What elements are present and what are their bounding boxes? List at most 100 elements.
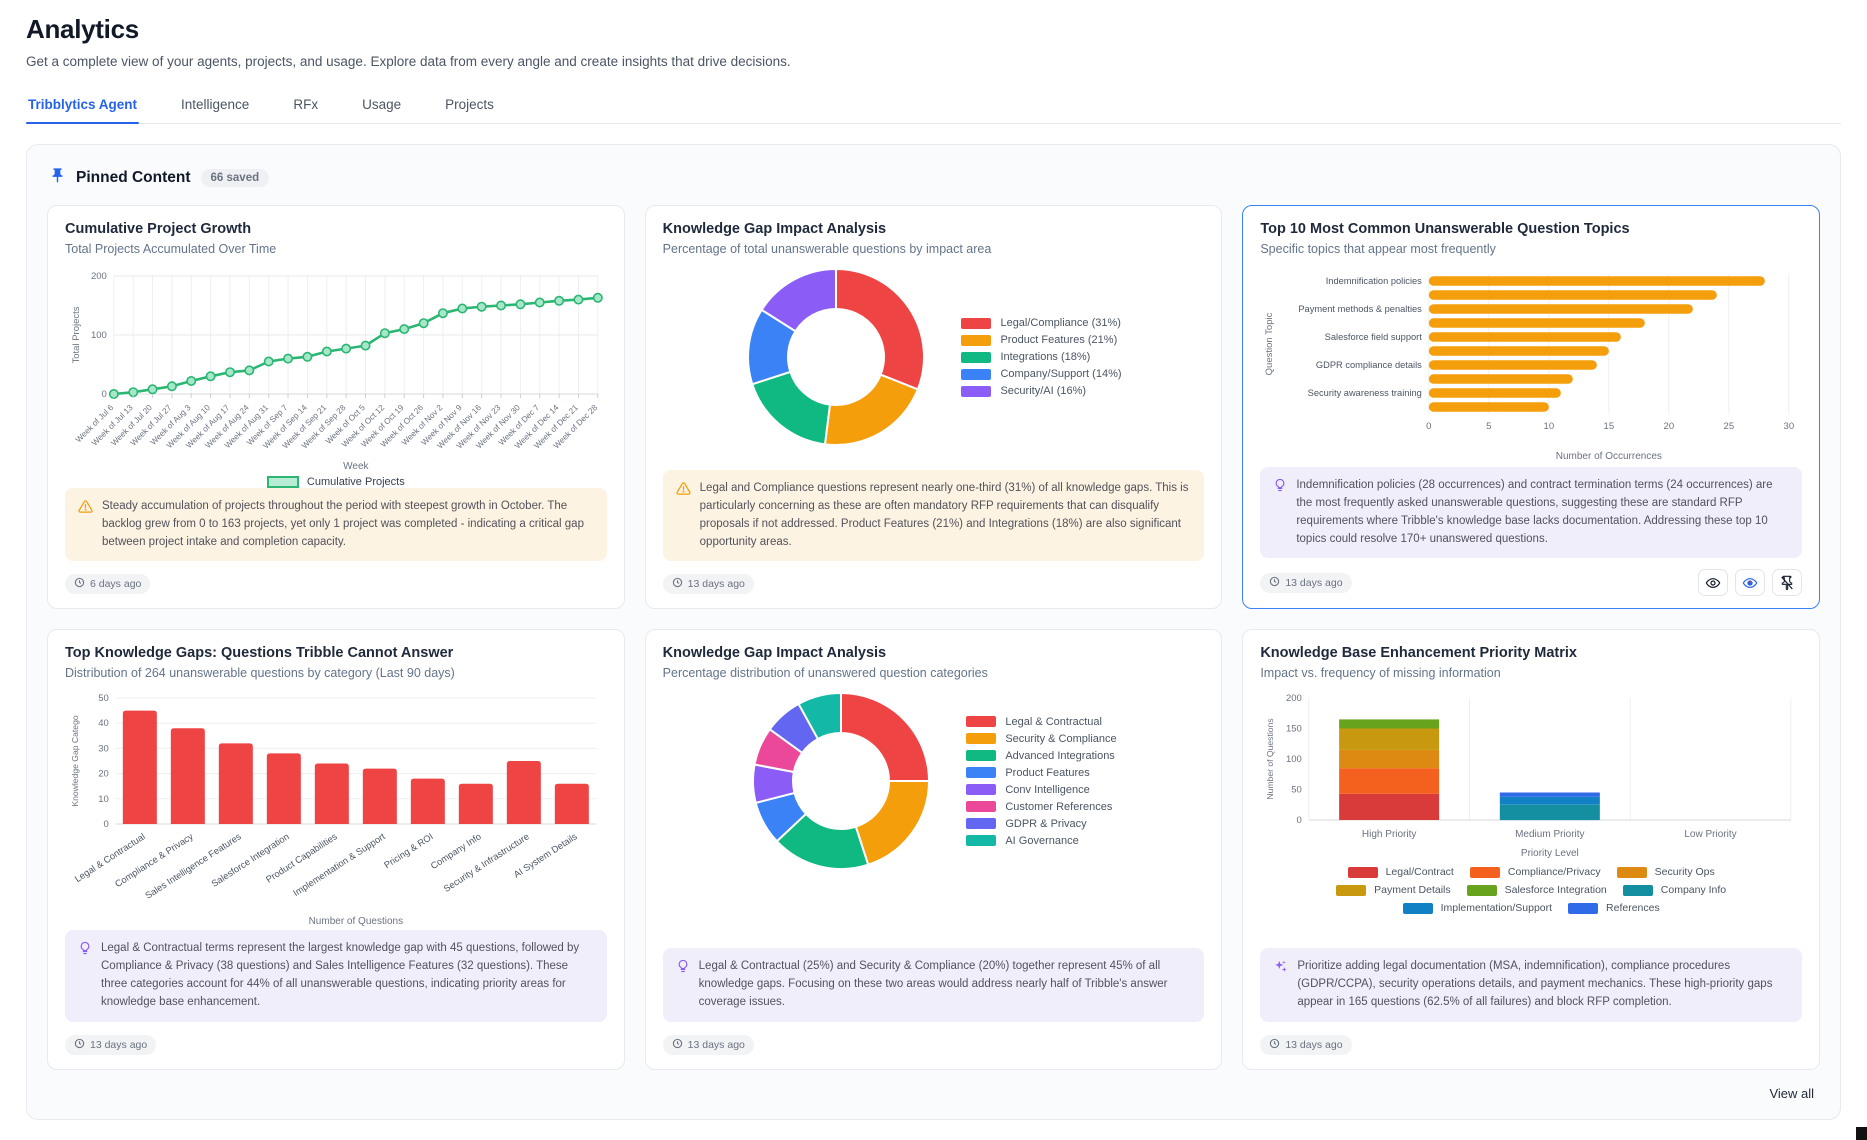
legend-item: References xyxy=(1568,902,1660,914)
timestamp-badge: 13 days ago xyxy=(1260,572,1352,593)
svg-text:50: 50 xyxy=(98,693,109,704)
legend-swatch xyxy=(1622,884,1653,896)
card-title: Knowledge Gap Impact Analysis xyxy=(662,221,887,237)
card-actions xyxy=(1698,569,1802,597)
card-subtitle: Total Projects Accumulated Over Time xyxy=(65,242,277,256)
legend-item: Legal/Compliance (31%) xyxy=(961,317,1121,329)
legend-item: Legal/Contract xyxy=(1347,866,1454,879)
svg-text:Number of Questions: Number of Questions xyxy=(309,916,404,927)
legend-label: Company/Support (14%) xyxy=(1000,368,1122,380)
donut-chart-container: Legal & Contractual Security & Compliance… xyxy=(663,690,1205,872)
svg-text:Low Priority: Low Priority xyxy=(1685,829,1737,840)
legend-label: Cumulative Projects xyxy=(306,476,405,488)
visibility-button[interactable] xyxy=(1735,569,1765,597)
legend-swatch xyxy=(966,750,997,762)
chart-legend: Legal/Compliance (31%) Product Features (… xyxy=(961,312,1122,402)
page-title: Analytics xyxy=(26,14,139,44)
scrollbar-thumb[interactable] xyxy=(1856,1126,1867,1140)
legend-label: Company Info xyxy=(1660,884,1727,897)
svg-text:30: 30 xyxy=(1784,421,1795,432)
svg-text:0: 0 xyxy=(102,389,107,400)
tab-projects[interactable]: Projects xyxy=(445,97,494,112)
legend-label: AI Governance xyxy=(1005,834,1079,847)
legend-swatch xyxy=(1336,884,1367,896)
clock-icon xyxy=(1269,1038,1280,1052)
card-subtitle: Impact vs. frequency of missing informat… xyxy=(1260,666,1501,681)
card-footer: 6 days ago xyxy=(65,572,607,596)
eye-icon xyxy=(1705,575,1721,591)
legend-item: Security/AI (16%) xyxy=(961,385,1121,397)
timestamp-badge: 13 days ago xyxy=(662,574,754,595)
legend-label: Security Ops xyxy=(1654,866,1715,879)
svg-text:50: 50 xyxy=(1292,785,1303,796)
card-title: Knowledge Gap Impact Analysis xyxy=(662,645,887,662)
legend-item: Security & Compliance xyxy=(966,732,1117,745)
legend-swatch xyxy=(961,351,992,363)
legend-label: Customer References xyxy=(1005,800,1113,813)
pinned-card: Cumulative Project Growth Total Projects… xyxy=(47,205,625,610)
legend-swatch xyxy=(1469,866,1500,878)
svg-text:GDPR compliance details: GDPR compliance details xyxy=(1316,360,1422,370)
tab-rfx[interactable]: RFx xyxy=(293,97,319,112)
unpin-button[interactable] xyxy=(1772,569,1802,597)
svg-text:10: 10 xyxy=(98,794,109,805)
legend-label: Salesforce Integration xyxy=(1504,884,1607,897)
timestamp-text: 6 days ago xyxy=(90,578,142,591)
colored-eye-icon xyxy=(1742,575,1758,591)
insight-box: Legal and Compliance questions represent… xyxy=(662,470,1205,562)
legend-item: Salesforce Integration xyxy=(1466,884,1607,897)
svg-text:Payment methods & penalties: Payment methods & penalties xyxy=(1299,304,1423,314)
insight-box: Legal & Contractual (25%) and Security &… xyxy=(662,948,1205,1022)
legend-item: Payment Details xyxy=(1336,884,1451,896)
card-footer: 13 days ago xyxy=(662,572,1205,596)
svg-text:100: 100 xyxy=(1286,754,1302,765)
vbar-chart-container: 0 10 20 30 40 50 Legal & Contractual Compliance… xyxy=(65,690,607,930)
legend-swatch xyxy=(966,784,997,796)
card-subtitle: Percentage distribution of unanswered qu… xyxy=(662,666,988,681)
legend-label: Security/AI (16%) xyxy=(1000,385,1087,397)
pinned-card: Top 10 Most Common Unanswerable Question… xyxy=(1242,205,1820,610)
legend-swatch xyxy=(961,368,992,380)
chart-legend: Cumulative Projects xyxy=(65,476,607,488)
legend-swatch xyxy=(966,767,997,779)
legend-label: Integrations (18%) xyxy=(1000,351,1091,363)
svg-text:Priority Level: Priority Level xyxy=(1521,848,1579,859)
timestamp-badge: 13 days ago xyxy=(662,1034,754,1055)
card-title: Top Knowledge Gaps: Questions Tribble Ca… xyxy=(65,645,454,662)
legend-label: Legal & Contractual xyxy=(1005,715,1102,728)
stacked-bar-chart: 0 50 100 150 200 High Priority Medium Priority… xyxy=(1265,693,1792,859)
timestamp-text: 13 days ago xyxy=(1285,1038,1343,1051)
legend-item: Product Features (21%) xyxy=(961,334,1121,346)
legend-swatch xyxy=(1616,866,1647,878)
view-all-button[interactable]: View all xyxy=(1769,1085,1814,1101)
svg-text:Number of Occurrences: Number of Occurrences xyxy=(1556,451,1662,462)
svg-text:Pricing & ROI: Pricing & ROI xyxy=(382,832,435,871)
tab-bar: Tribblytics Agent Intelligence RFx Usage Pro… xyxy=(26,89,1841,124)
legend-item: Compliance/Privacy xyxy=(1469,866,1601,878)
tab-tribblytics-agent[interactable]: Tribblytics Agent xyxy=(26,89,140,124)
svg-text:20: 20 xyxy=(1664,421,1675,432)
legend-label: Security & Compliance xyxy=(1005,732,1117,745)
card-footer: 13 days ago xyxy=(662,1033,1205,1057)
preview-button[interactable] xyxy=(1698,569,1728,597)
legend-label: Legal/Contract xyxy=(1385,866,1454,879)
lightbulb-icon xyxy=(78,941,92,1011)
svg-text:Security awareness training: Security awareness training xyxy=(1308,388,1422,398)
pinned-card: Knowledge Gap Impact Analysis Percentage… xyxy=(644,629,1223,1070)
svg-text:10: 10 xyxy=(1544,421,1555,432)
donut-chart xyxy=(752,692,931,871)
tab-intelligence[interactable]: Intelligence xyxy=(181,97,250,112)
legend-swatch xyxy=(1347,866,1378,878)
svg-text:150: 150 xyxy=(1286,724,1302,735)
insight-box: Legal & Contractual terms represent the … xyxy=(65,930,607,1022)
insight-box: Indemnification policies (28 occurrences… xyxy=(1260,467,1802,559)
clock-icon xyxy=(74,1038,85,1052)
legend-item: GDPR & Privacy xyxy=(966,818,1116,830)
clock-icon xyxy=(672,1038,683,1052)
legend-item: Customer References xyxy=(966,801,1116,813)
saved-count-badge: 66 saved xyxy=(200,169,270,187)
insight-text: Legal & Contractual terms represent the … xyxy=(101,942,580,1008)
tab-usage[interactable]: Usage xyxy=(362,97,402,112)
svg-text:Salesforce Integration: Salesforce Integration xyxy=(210,832,291,890)
